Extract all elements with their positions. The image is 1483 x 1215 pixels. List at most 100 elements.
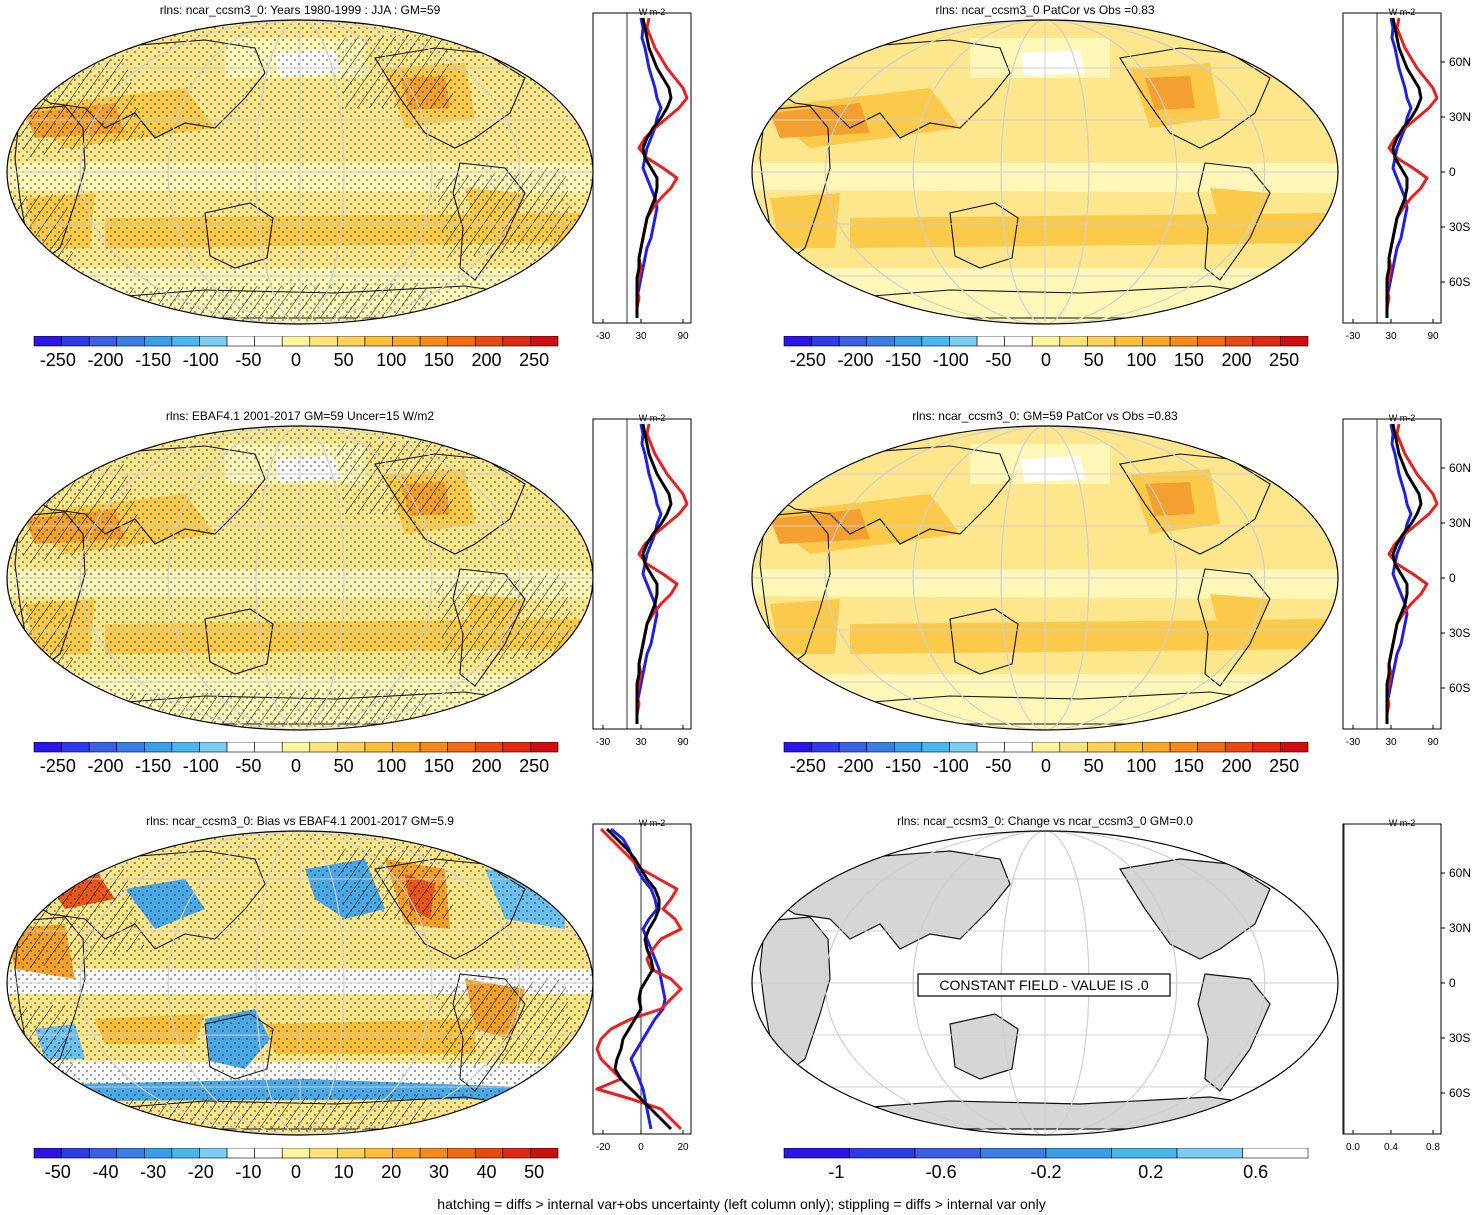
colorbar-swatch xyxy=(226,1148,255,1159)
lat-tick-label: 30N xyxy=(1449,921,1471,935)
zonal-profile-1: W m-2 -30 30 90 xyxy=(592,7,692,342)
field-region xyxy=(1145,76,1195,110)
colorbar-swatch xyxy=(474,336,504,347)
colorbar-swatch xyxy=(1197,742,1226,753)
colorbar-label: 200 xyxy=(1222,756,1252,776)
lat-tick-label: 0 xyxy=(1449,165,1456,179)
colorbar-swatch xyxy=(502,742,531,753)
colorbar-swatch xyxy=(838,336,868,347)
colorbar-swatch xyxy=(502,1148,531,1159)
colorbar-label: 0.2 xyxy=(1138,1162,1163,1182)
colorbar-label: -50 xyxy=(235,756,261,776)
colorbar-swatch xyxy=(976,336,1005,347)
colorbar-label: -250 xyxy=(790,350,826,370)
x-tick-label: -20 xyxy=(596,1142,611,1153)
colorbar-swatch xyxy=(1004,336,1033,347)
colorbar-swatch xyxy=(116,1148,145,1159)
footer-note: hatching = diffs > internal var+obs unce… xyxy=(437,1196,1046,1212)
colorbar-label: 150 xyxy=(424,350,454,370)
colorbar-swatch xyxy=(116,742,145,753)
colorbar-label: 50 xyxy=(334,756,354,776)
x-tick-label: -30 xyxy=(1346,331,1361,342)
hatching-overlay xyxy=(7,193,75,268)
colorbar-swatch xyxy=(1031,742,1061,753)
x-tick-label: 0.8 xyxy=(1426,1142,1440,1153)
colorbar-swatch xyxy=(1280,742,1309,753)
colorbar-label: -50 xyxy=(985,756,1011,776)
continent-samerica xyxy=(1197,973,1271,1092)
colorbar-swatch xyxy=(364,336,393,347)
lat-tick-label: 60S xyxy=(1449,681,1470,695)
lat-tick-label: 60S xyxy=(1449,275,1470,289)
profile-units: W m-2 xyxy=(1389,7,1416,17)
colorbar-label: -100 xyxy=(183,350,219,370)
coastline-samerica xyxy=(1197,162,1271,281)
colorbar-swatch xyxy=(254,1148,283,1159)
field-region xyxy=(1145,482,1195,516)
lat-tick-label: 0 xyxy=(1449,571,1456,585)
colorbar-swatch xyxy=(1242,1148,1309,1159)
coastline-africa xyxy=(759,511,831,670)
colorbar-label: 40 xyxy=(477,1162,497,1182)
colorbar-swatch xyxy=(61,1148,90,1159)
colorbar-swatch xyxy=(88,1148,118,1159)
colorbar-swatch xyxy=(1059,336,1088,347)
colorbar-label: 0 xyxy=(291,756,301,776)
colorbar-label: 10 xyxy=(334,1162,354,1182)
colorbar-swatch xyxy=(530,1148,559,1159)
x-tick-label: -30 xyxy=(596,331,611,342)
x-tick-label: 90 xyxy=(677,331,689,342)
lat-tick-label: 30N xyxy=(1449,110,1471,124)
longitude-line xyxy=(1000,426,1090,730)
colorbar-swatch xyxy=(1169,742,1198,753)
x-tick-label: 0.0 xyxy=(1346,1142,1360,1153)
colorbar-label: -200 xyxy=(837,350,873,370)
colorbar-swatch xyxy=(144,1148,173,1159)
colorbar-label: -0.6 xyxy=(926,1162,957,1182)
coastline-australia xyxy=(949,202,1019,269)
profile-units: W m-2 xyxy=(639,818,666,828)
zonal-profile-6: W m-2 60N 30N 0 30S 60S 0.0 0.4 0.8 xyxy=(1342,818,1471,1153)
colorbar-label: -50 xyxy=(45,1162,71,1182)
colorbar-swatch xyxy=(33,1148,62,1159)
colorbar-swatch xyxy=(199,336,228,347)
colorbar-swatch xyxy=(894,742,923,753)
colorbar-swatch xyxy=(337,742,366,753)
field-region xyxy=(1020,50,1085,76)
colorbar-label: -100 xyxy=(933,756,969,776)
colorbar-label: 250 xyxy=(1269,756,1299,776)
colorbar-swatch xyxy=(866,336,895,347)
hatching-overlay xyxy=(335,844,455,919)
profile-units: W m-2 xyxy=(639,413,666,423)
colorbar-label: 30 xyxy=(429,1162,449,1182)
colorbar-label: 250 xyxy=(519,350,549,370)
colorbar-swatch xyxy=(1280,336,1309,347)
map-outline xyxy=(751,19,1339,325)
coastline-eurasia xyxy=(769,39,1011,139)
panel-title-1: rlns: ncar_ccsm3_0: Years 1980-1999 : JJ… xyxy=(159,3,441,17)
colorbar-swatch xyxy=(171,742,200,753)
x-tick-label: 20 xyxy=(677,1142,689,1153)
colorbar-swatch xyxy=(530,742,559,753)
colorbar-swatch xyxy=(61,742,90,753)
longitude-line xyxy=(1000,20,1090,324)
colorbar-label: -250 xyxy=(40,756,76,776)
profile-line-black xyxy=(1385,423,1423,724)
colorbar-swatch xyxy=(1252,742,1281,753)
lat-tick-label: 30S xyxy=(1449,220,1470,234)
colorbar-swatch xyxy=(337,336,366,347)
colorbar-swatch xyxy=(914,1148,981,1159)
colorbar-label: -200 xyxy=(87,350,123,370)
constant-field-label: CONSTANT FIELD - VALUE IS .0 xyxy=(939,977,1148,993)
profile-line-blue xyxy=(610,827,667,1130)
colorbar-label: -20 xyxy=(188,1162,214,1182)
colorbar-swatch xyxy=(281,742,311,753)
colorbar-swatch xyxy=(1111,1148,1178,1159)
colorbar-swatch xyxy=(1114,336,1143,347)
lat-tick-label: 30S xyxy=(1449,1031,1470,1045)
profile-frame xyxy=(592,823,692,1135)
colorbar-swatch xyxy=(811,742,840,753)
x-tick-label: -30 xyxy=(1346,737,1361,748)
colorbar-label: -0.2 xyxy=(1030,1162,1061,1182)
colorbar-1: -250 -200 -150 -100 -50 0 50 100 150 200 250 xyxy=(33,336,559,370)
